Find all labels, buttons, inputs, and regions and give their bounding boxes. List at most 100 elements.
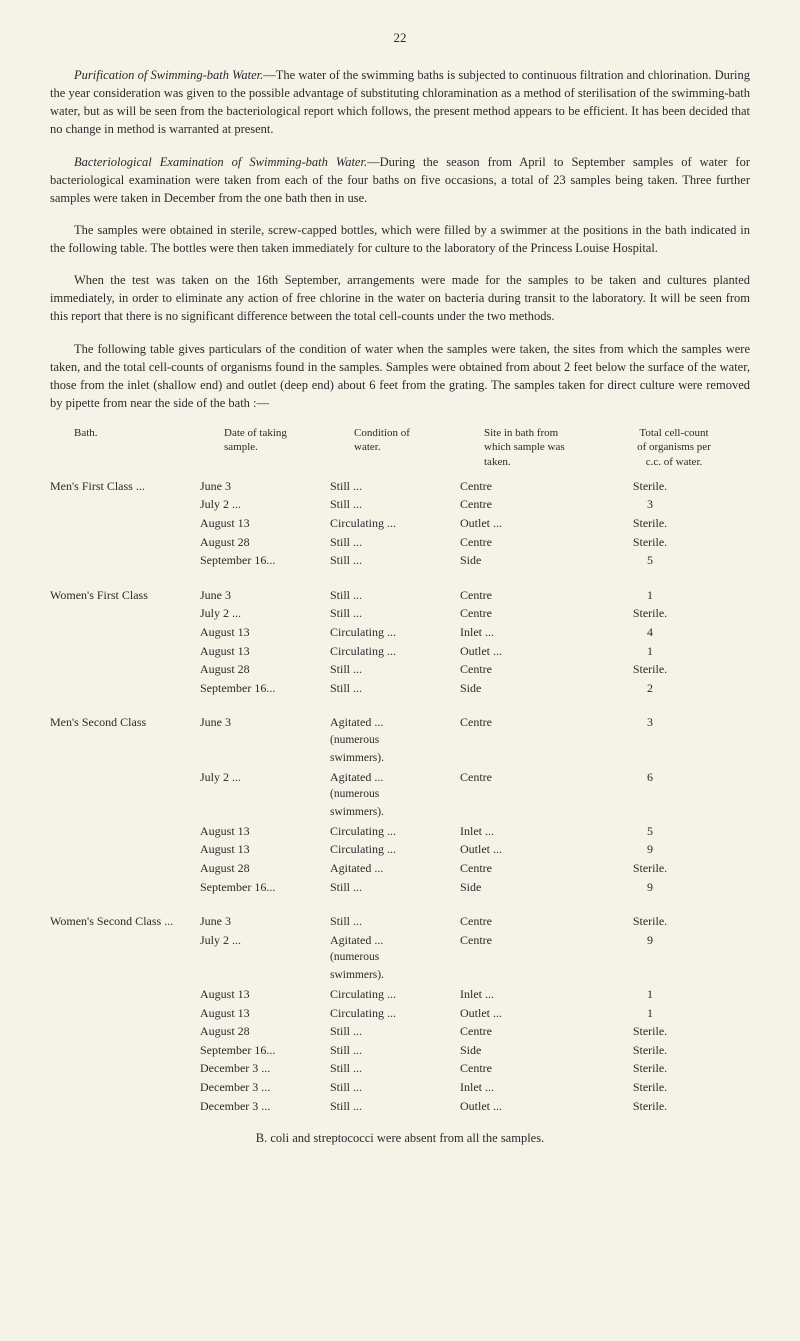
table-row: July 2 ...Agitated ...Centre9	[50, 931, 750, 950]
cell-date: August 28	[200, 533, 330, 552]
cell-empty	[50, 804, 200, 822]
cell-bath	[50, 822, 200, 841]
cell-site: Outlet ...	[460, 514, 590, 533]
cell-condition: Agitated ...	[330, 713, 460, 732]
cell-condition-sub: (numerous	[330, 732, 460, 750]
cell-condition: Still ...	[330, 1078, 460, 1097]
cell-bath	[50, 1041, 200, 1060]
cell-condition: Still ...	[330, 1059, 460, 1078]
cell-site: Inlet ...	[460, 985, 590, 1004]
paragraph-1: Purification of Swimming-bath Water.—The…	[50, 66, 750, 139]
table-row: August 13Circulating ...Outlet ...1	[50, 1004, 750, 1023]
cell-empty	[590, 750, 710, 768]
cell-empty	[460, 967, 590, 985]
cell-condition: Still ...	[330, 586, 460, 605]
cell-date: August 13	[200, 623, 330, 642]
table-row-sub: swimmers).	[50, 750, 750, 768]
cell-date: August 13	[200, 1004, 330, 1023]
cell-empty	[590, 949, 710, 967]
cell-condition-sub: swimmers).	[330, 967, 460, 985]
cell-date: July 2 ...	[200, 768, 330, 787]
cell-count: Sterile.	[590, 514, 710, 533]
cell-empty	[50, 750, 200, 768]
cell-bath	[50, 931, 200, 950]
table-header-row: Bath. Date of taking sample. Condition o…	[50, 426, 750, 469]
table-row: July 2 ...Still ...Centre3	[50, 495, 750, 514]
cell-site: Centre	[460, 495, 590, 514]
table-row-sub: swimmers).	[50, 967, 750, 985]
table-group: Men's First Class ...June 3Still ...Cent…	[50, 477, 750, 570]
cell-count: Sterile.	[590, 533, 710, 552]
table-row: August 13Circulating ...Inlet ...5	[50, 822, 750, 841]
cell-condition: Still ...	[330, 679, 460, 698]
table-row: August 13Circulating ...Outlet ...9	[50, 840, 750, 859]
cell-empty	[590, 967, 710, 985]
table-row: December 3 ...Still ...Outlet ...Sterile…	[50, 1097, 750, 1116]
cell-bath	[50, 604, 200, 623]
cell-bath	[50, 495, 200, 514]
cell-bath	[50, 660, 200, 679]
cell-date: August 13	[200, 840, 330, 859]
cell-count: 9	[590, 878, 710, 897]
cell-count: 1	[590, 586, 710, 605]
table-row: September 16...Still ...Side9	[50, 878, 750, 897]
cell-count: Sterile.	[590, 660, 710, 679]
cell-count: 1	[590, 1004, 710, 1023]
cell-condition: Still ...	[330, 477, 460, 496]
cell-count: 1	[590, 642, 710, 661]
cell-bath: Women's Second Class ...	[50, 912, 200, 931]
cell-condition: Circulating ...	[330, 985, 460, 1004]
cell-count: 3	[590, 713, 710, 732]
cell-site: Centre	[460, 713, 590, 732]
cell-bath	[50, 859, 200, 878]
cell-date: December 3 ...	[200, 1078, 330, 1097]
cell-condition-sub: (numerous	[330, 949, 460, 967]
cell-count: 3	[590, 495, 710, 514]
cell-count: 5	[590, 822, 710, 841]
cell-site: Side	[460, 1041, 590, 1060]
cell-empty	[50, 967, 200, 985]
cell-condition: Circulating ...	[330, 642, 460, 661]
cell-empty	[590, 732, 710, 750]
cell-condition: Circulating ...	[330, 1004, 460, 1023]
cell-date: September 16...	[200, 551, 330, 570]
table-row: August 13Circulating ...Outlet ...Steril…	[50, 514, 750, 533]
cell-empty	[590, 804, 710, 822]
cell-site: Outlet ...	[460, 1097, 590, 1116]
cell-empty	[50, 949, 200, 967]
paragraph-5: The following table gives particulars of…	[50, 340, 750, 413]
cell-date: July 2 ...	[200, 931, 330, 950]
cell-bath	[50, 514, 200, 533]
cell-empty	[50, 732, 200, 750]
cell-date: July 2 ...	[200, 495, 330, 514]
table-row: December 3 ...Still ...CentreSterile.	[50, 1059, 750, 1078]
cell-condition-sub: swimmers).	[330, 750, 460, 768]
cell-site: Side	[460, 679, 590, 698]
cell-empty	[50, 786, 200, 804]
paragraph-1-lead: Purification of Swimming-bath Water.	[74, 68, 263, 82]
cell-site: Inlet ...	[460, 623, 590, 642]
cell-count: 1	[590, 985, 710, 1004]
cell-count: Sterile.	[590, 1022, 710, 1041]
cell-empty	[460, 750, 590, 768]
cell-empty	[200, 786, 330, 804]
cell-bath	[50, 533, 200, 552]
cell-site: Outlet ...	[460, 1004, 590, 1023]
cell-count: 9	[590, 840, 710, 859]
cell-bath	[50, 878, 200, 897]
cell-site: Centre	[460, 660, 590, 679]
cell-condition: Circulating ...	[330, 840, 460, 859]
table-row: Men's First Class ...June 3Still ...Cent…	[50, 477, 750, 496]
table-body: Men's First Class ...June 3Still ...Cent…	[50, 477, 750, 1115]
cell-date: August 13	[200, 822, 330, 841]
cell-condition: Circulating ...	[330, 514, 460, 533]
cell-date: August 13	[200, 985, 330, 1004]
table-row: Women's First ClassJune 3Still ...Centre…	[50, 586, 750, 605]
cell-count: 2	[590, 679, 710, 698]
cell-date: August 28	[200, 1022, 330, 1041]
cell-date: June 3	[200, 586, 330, 605]
paragraph-3-text: The samples were obtained in sterile, sc…	[50, 223, 750, 255]
table-row: Women's Second Class ...June 3Still ...C…	[50, 912, 750, 931]
cell-site: Centre	[460, 477, 590, 496]
table-row: December 3 ...Still ...Inlet ...Sterile.	[50, 1078, 750, 1097]
